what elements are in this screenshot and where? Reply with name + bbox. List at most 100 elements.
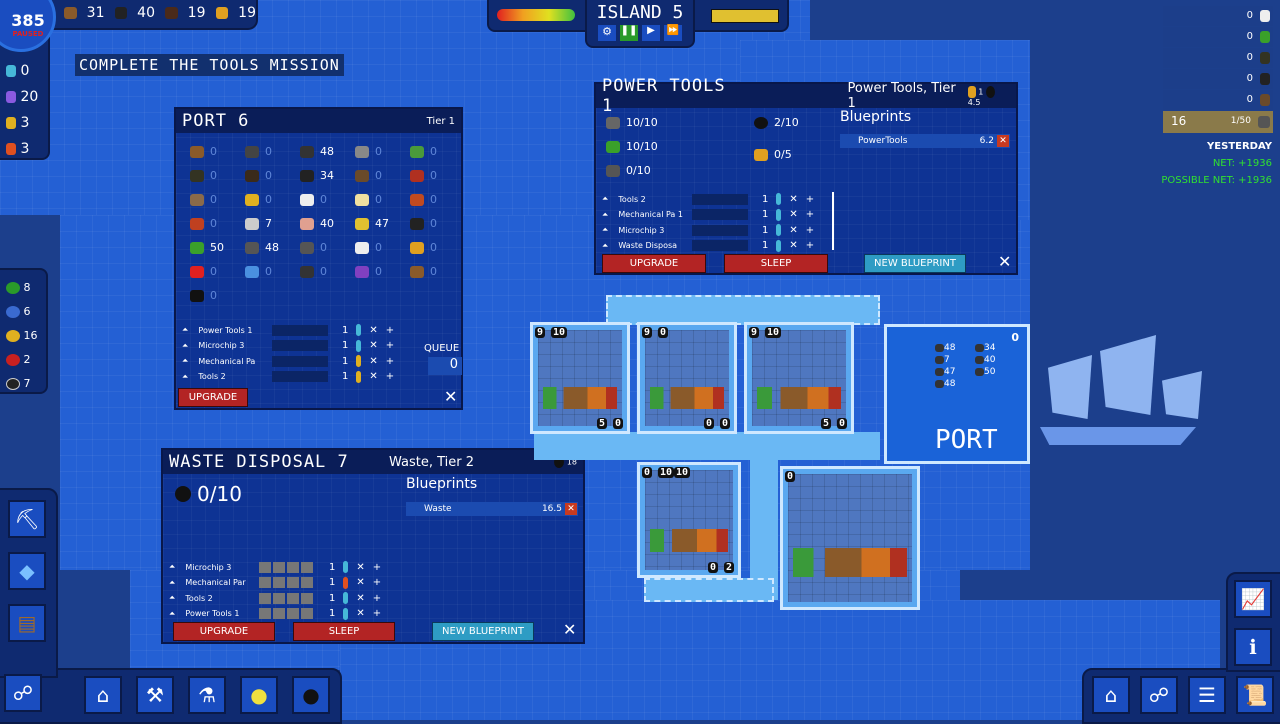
inventory-slot[interactable]: 47 xyxy=(355,217,389,230)
add-button[interactable]: + xyxy=(385,340,395,351)
inventory-slot[interactable]: 0 xyxy=(355,241,382,254)
pause-button[interactable]: ❚❚ xyxy=(620,25,638,41)
close-button[interactable]: ✕ xyxy=(444,387,458,406)
priority-icon[interactable]: ⏶ xyxy=(182,356,189,365)
inventory-slot[interactable]: 7 xyxy=(245,217,272,230)
waste-button[interactable]: ● xyxy=(292,676,330,714)
priority-icon[interactable]: ⏶ xyxy=(602,209,609,219)
inventory-slot[interactable]: 50 xyxy=(190,241,224,254)
queue-row[interactable]: ⏶ Mechanical Pa 1 1 ✕ + xyxy=(602,208,815,221)
remove-button[interactable]: ✕ xyxy=(789,224,798,236)
inventory-slot[interactable]: 0 xyxy=(190,289,217,302)
priority-icon[interactable]: ⏶ xyxy=(169,577,176,587)
demolish-button[interactable]: ⛏ xyxy=(8,500,46,538)
remove-button[interactable]: ✕ xyxy=(369,355,378,367)
inventory-slot[interactable]: 0 xyxy=(190,169,217,182)
remove-button[interactable]: ✕ xyxy=(356,577,365,588)
priority-icon[interactable]: ⏶ xyxy=(182,371,189,381)
remove-button[interactable]: ✕ xyxy=(356,561,365,573)
settings-button[interactable]: ⚙ xyxy=(598,25,616,41)
port-building[interactable]: 0 48 34 7 40 47 50 48 PORT xyxy=(884,324,1030,464)
queue-row[interactable]: ⏶ Waste Disposa 1 ✕ + xyxy=(602,239,815,252)
inventory-slot[interactable]: 0 xyxy=(410,193,437,206)
inventory-slot[interactable]: 0 xyxy=(410,169,437,182)
inventory-slot[interactable]: 0 xyxy=(410,241,437,254)
factory-building[interactable]: 9 10 5 0 xyxy=(530,322,630,434)
inventory-slot[interactable]: 0 xyxy=(300,265,327,278)
inventory-slot[interactable]: 0 xyxy=(355,145,382,158)
sleep-button[interactable]: SLEEP xyxy=(724,254,828,273)
new-blueprint-button[interactable]: NEW BLUEPRINT xyxy=(432,622,534,641)
blueprint-item[interactable]: Waste 16.5 ✕ xyxy=(406,502,578,516)
remove-button[interactable]: ✕ xyxy=(369,371,378,382)
scroll-button[interactable]: 📜 xyxy=(1236,676,1274,714)
tool-button[interactable]: ⚗ xyxy=(188,676,226,714)
inventory-slot[interactable]: 48 xyxy=(300,145,334,158)
queue-row[interactable]: ⏶ Tools 2 1 ✕ + xyxy=(182,370,395,383)
factory-building[interactable]: 9 10 5 0 xyxy=(744,322,854,434)
delete-blueprint-button[interactable]: ✕ xyxy=(565,503,577,515)
inventory-slot[interactable]: 0 xyxy=(355,193,382,206)
factory-building[interactable]: 0 xyxy=(780,466,920,610)
priority-icon[interactable]: ⏶ xyxy=(169,562,176,571)
blueprint-button[interactable]: ◆ xyxy=(8,552,46,590)
add-button[interactable]: + xyxy=(385,371,395,382)
inventory-slot[interactable]: 48 xyxy=(245,241,279,254)
priority-icon[interactable]: ⏶ xyxy=(602,240,609,250)
remove-button[interactable]: ✕ xyxy=(789,240,798,251)
upgrade-button[interactable]: UPGRADE xyxy=(178,388,248,407)
inventory-slot[interactable]: 0 xyxy=(355,265,382,278)
priority-icon[interactable]: ⏶ xyxy=(182,340,189,350)
close-button[interactable]: ✕ xyxy=(998,252,1012,271)
remove-button[interactable]: ✕ xyxy=(356,592,365,604)
inventory-slot[interactable]: 0 xyxy=(190,265,217,278)
add-button[interactable]: + xyxy=(372,608,382,619)
fast-forward-button[interactable]: ⏩ xyxy=(664,25,682,41)
inventory-slot[interactable]: 34 xyxy=(300,169,334,182)
pickaxe-button[interactable]: ⚒ xyxy=(136,676,174,714)
inventory-slot[interactable]: 0 xyxy=(410,265,437,278)
inventory-slot[interactable]: 0 xyxy=(190,193,217,206)
inventory-slot[interactable]: 0 xyxy=(355,169,382,182)
ship[interactable] xyxy=(1040,335,1205,447)
upgrade-button[interactable]: UPGRADE xyxy=(602,254,706,273)
remove-button[interactable]: ✕ xyxy=(789,193,798,205)
inventory-slot[interactable]: 0 xyxy=(245,193,272,206)
queue-row[interactable]: ⏶ Microchip 3 1 ✕ + xyxy=(169,561,382,573)
blueprint-item[interactable]: PowerTools 6.2 ✕ xyxy=(840,134,1010,148)
close-button[interactable]: ✕ xyxy=(563,620,577,639)
add-button[interactable]: + xyxy=(805,240,815,251)
queue-scrollbar[interactable] xyxy=(832,192,834,250)
add-button[interactable]: + xyxy=(372,592,382,604)
queue-row[interactable]: ⏶ Mechanical Pa 1 ✕ + xyxy=(182,355,395,367)
inventory-slot[interactable]: 40 xyxy=(300,217,334,230)
priority-icon[interactable]: ⏶ xyxy=(602,225,609,234)
remove-button[interactable]: ✕ xyxy=(356,608,365,619)
queue-row[interactable]: ⏶ Mechanical Par 1 ✕ + xyxy=(169,576,382,589)
delete-blueprint-button[interactable]: ✕ xyxy=(997,135,1009,147)
new-blueprint-button[interactable]: NEW BLUEPRINT xyxy=(864,254,966,273)
inventory-slot[interactable]: 0 xyxy=(410,145,437,158)
add-button[interactable]: + xyxy=(805,209,815,220)
inventory-slot[interactable]: 0 xyxy=(245,145,272,158)
priority-icon[interactable]: ⏶ xyxy=(169,608,176,618)
sleep-button[interactable]: SLEEP xyxy=(293,622,395,641)
remove-button[interactable]: ✕ xyxy=(369,340,378,351)
home-button[interactable]: ⌂ xyxy=(1092,676,1130,714)
add-button[interactable]: + xyxy=(805,224,815,236)
play-button[interactable]: ▶ xyxy=(642,25,660,41)
queue-row[interactable]: ⏶ Microchip 3 1 ✕ + xyxy=(602,224,815,236)
list-button[interactable]: ☰ xyxy=(1188,676,1226,714)
inventory-slot[interactable]: 0 xyxy=(410,217,437,230)
queue-row[interactable]: ⏶ Microchip 3 1 ✕ + xyxy=(182,339,395,352)
stats-chart-button[interactable]: 📈 xyxy=(1234,580,1272,618)
network-button[interactable]: ☍ xyxy=(4,674,42,712)
remove-button[interactable]: ✕ xyxy=(369,324,378,336)
factory-building[interactable]: 0 10 10 0 2 xyxy=(637,462,741,578)
priority-icon[interactable]: ⏶ xyxy=(169,593,176,602)
add-button[interactable]: + xyxy=(372,561,382,573)
info-button[interactable]: ℹ xyxy=(1234,628,1272,666)
inventory-slot[interactable]: 0 xyxy=(245,169,272,182)
remove-button[interactable]: ✕ xyxy=(789,209,798,220)
